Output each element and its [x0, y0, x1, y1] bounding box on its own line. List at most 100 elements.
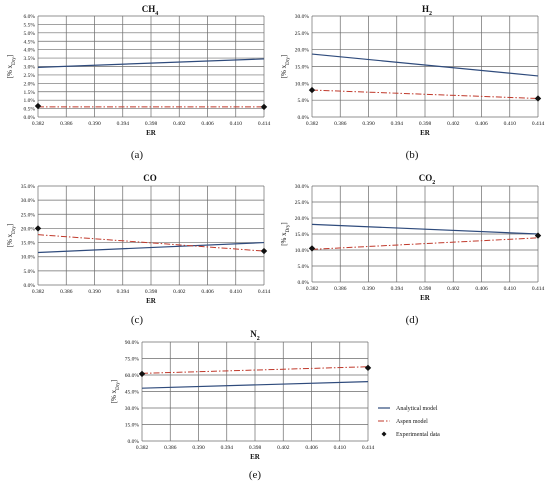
x-tick-label: 0.390 — [362, 121, 375, 127]
y-tick-label: 20.0% — [295, 216, 310, 222]
chart-d: 0.382 0.386 0.390 0.394 0.398 0.402 0.406 0.410… — [280, 173, 544, 326]
y-tick-label: 15.0% — [295, 232, 310, 238]
y-tick-label: 5.0% — [298, 264, 310, 270]
legend-analytical-label: Analytical model — [396, 406, 438, 412]
y-axis-label-sub: Dry — [12, 57, 17, 65]
x-tick-label: 0.382 — [136, 445, 149, 451]
x-tick-label: 0.390 — [192, 445, 205, 451]
panel-label: (b) — [406, 149, 419, 161]
chart-title-sub: 2 — [257, 336, 260, 342]
x-tick-label: 0.390 — [88, 121, 101, 127]
x-tick-label: 0.386 — [334, 121, 347, 127]
y-tick-label: 15.0% — [295, 65, 310, 71]
y-tick-label: 60.0% — [125, 373, 140, 379]
experimental-point — [34, 225, 42, 232]
x-tick-label: 0.394 — [391, 121, 404, 127]
y-axis-label: [% xDry] — [6, 224, 17, 248]
y-axis-label-sub: Dry — [286, 224, 291, 232]
experimental-point — [34, 102, 42, 110]
y-tick-label: 35.0% — [21, 184, 36, 190]
x-tick-label: 0.386 — [334, 286, 347, 292]
y-axis-label: [% xDry] — [280, 55, 291, 79]
analytical-model-line — [311, 223, 539, 235]
panel-label: (e) — [249, 469, 262, 481]
x-tick-label: 0.394 — [117, 289, 130, 295]
experimental-point — [138, 370, 146, 378]
y-tick-label: 1.0% — [24, 98, 36, 104]
x-tick-label: 0.402 — [447, 286, 460, 292]
y-tick-label: 10.0% — [21, 255, 36, 261]
y-tick-label: 0.0% — [24, 283, 36, 289]
y-tick-label: 5.0% — [24, 31, 36, 37]
y-tick-label: 4.5% — [24, 39, 36, 45]
chart-title: H2 — [422, 4, 432, 17]
y-tick-label: 15.0% — [21, 241, 36, 247]
y-axis-label: [% xDry] — [280, 222, 291, 246]
x-tick-label: 0.390 — [88, 289, 101, 295]
x-tick-label: 0.410 — [230, 121, 243, 127]
x-tick-label: 0.398 — [145, 289, 158, 295]
chart-title-main: H — [422, 4, 429, 14]
x-axis-label: ER — [250, 453, 261, 461]
experimental-point — [308, 86, 316, 94]
y-axis-label: [% xDry] — [110, 380, 121, 404]
chart-e: 0.382 0.386 0.390 0.394 0.398 0.402 0.406 0.410… — [110, 329, 374, 481]
experimental-point — [260, 103, 268, 111]
x-tick-label: 0.382 — [32, 121, 45, 127]
y-tick-label: 0.0% — [298, 115, 310, 121]
y-tick-label: 25.0% — [295, 31, 310, 37]
aspen-model-line — [141, 366, 369, 374]
experimental-point — [364, 364, 372, 372]
x-tick-label: 0.414 — [362, 445, 375, 451]
y-tick-label: 6.0% — [24, 14, 36, 20]
y-axis-label: [% xDry] — [6, 55, 17, 79]
chart-title: CO2 — [419, 173, 436, 186]
legend-aspen-label: Aspen model — [396, 419, 428, 425]
y-axis-label-main: [% x — [6, 64, 14, 78]
aspen-model-line — [311, 237, 539, 250]
experimental-point — [534, 232, 542, 239]
x-tick-label: 0.414 — [532, 121, 545, 127]
x-tick-label: 0.410 — [230, 289, 243, 295]
x-tick-label: 0.406 — [475, 121, 488, 127]
x-tick-label: 0.406 — [475, 286, 488, 292]
chart-title-sub: 2 — [432, 180, 435, 186]
chart-title-main: CO — [419, 173, 433, 183]
chart-title-main: N — [250, 329, 257, 339]
y-tick-label: 10.0% — [295, 248, 310, 254]
y-tick-label: 75.0% — [125, 357, 140, 363]
y-axis-label-end: ] — [280, 222, 288, 224]
legend: Analytical model Aspen model Experimental … — [378, 406, 440, 438]
y-axis-label-main: [% x — [280, 232, 288, 246]
aspen-model-line — [37, 234, 265, 252]
y-tick-label: 20.0% — [295, 48, 310, 54]
y-tick-label: 30.0% — [295, 14, 310, 20]
y-tick-label: 25.0% — [21, 212, 36, 218]
x-tick-label: 0.394 — [391, 286, 404, 292]
y-axis-label-main: [% x — [6, 233, 14, 247]
y-axis-label-sub: Dry — [12, 226, 17, 234]
x-tick-label: 0.386 — [164, 445, 177, 451]
x-tick-label: 0.398 — [419, 286, 432, 292]
chart-title-main: CO — [143, 173, 157, 183]
y-tick-label: 1.5% — [24, 90, 36, 96]
x-tick-label: 0.402 — [277, 445, 290, 451]
experimental-point — [260, 247, 268, 255]
legend-experimental-label: Experimental data — [396, 432, 440, 438]
x-tick-label: 0.398 — [145, 121, 158, 127]
y-tick-label: 3.0% — [24, 65, 36, 71]
y-tick-label: 90.0% — [125, 340, 140, 346]
y-tick-label: 0.0% — [298, 280, 310, 286]
panel-label: (c) — [131, 314, 144, 326]
y-axis-label-sub: Dry — [286, 57, 291, 65]
y-axis-label-sub: Dry — [116, 382, 121, 390]
panel-label: (d) — [406, 314, 419, 326]
y-axis-label-end: ] — [6, 224, 14, 226]
x-tick-label: 0.402 — [447, 121, 460, 127]
y-tick-label: 2.5% — [24, 73, 36, 79]
y-tick-label: 10.0% — [295, 81, 310, 87]
chart-a: 0.382 0.386 0.390 0.394 0.398 0.402 0.406 0.410… — [6, 4, 270, 161]
chart-title: CO — [143, 173, 157, 183]
x-tick-label: 0.390 — [362, 286, 375, 292]
